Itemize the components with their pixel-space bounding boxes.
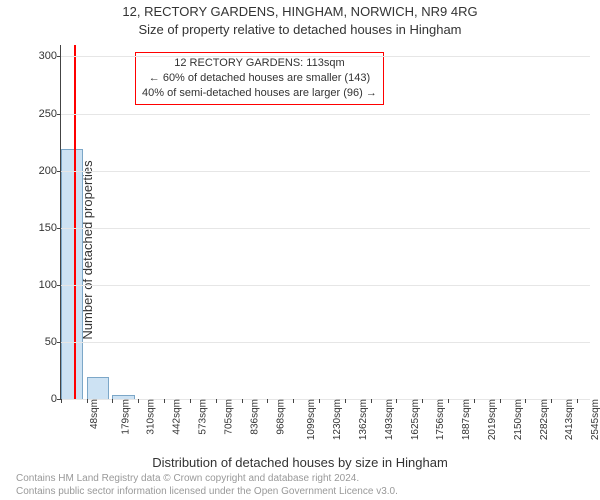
xtick-mark [190,399,191,403]
grid-line [61,285,590,286]
xtick-mark [525,399,526,403]
xtick-label: 1887sqm [461,397,472,440]
xtick-mark [61,399,62,403]
xtick-label: 2413sqm [565,397,576,440]
xtick-label: 2545sqm [590,397,600,440]
attribution-footer: Contains HM Land Registry data © Crown c… [16,473,594,498]
xtick-mark [551,399,552,403]
footer-line-2: Contains public sector information licen… [16,486,594,499]
xtick-label: 1230sqm [332,397,343,440]
xtick-mark [293,399,294,403]
xtick-label: 2282sqm [539,397,550,440]
x-axis-label: Distribution of detached houses by size … [0,455,600,470]
xtick-mark [267,399,268,403]
histogram-bar [61,149,83,399]
callout-box: 12 RECTORY GARDENS: 113sqm ← 60% of deta… [135,52,384,105]
xtick-mark [87,399,88,403]
xtick-mark [500,399,501,403]
ytick-label: 300 [39,50,61,62]
grid-line [61,399,590,400]
xtick-label: 1625sqm [410,397,421,440]
ytick-label: 150 [39,222,61,234]
chart-subtitle: Size of property relative to detached ho… [0,22,600,37]
plot-inner: 12 RECTORY GARDENS: 113sqm ← 60% of deta… [60,45,590,400]
xtick-label: 968sqm [275,397,286,435]
xtick-mark [112,399,113,403]
xtick-mark [138,399,139,403]
grid-line [61,56,590,57]
xtick-label: 48sqm [89,397,100,429]
xtick-label: 1756sqm [436,397,447,440]
xtick-label: 1099sqm [307,397,318,440]
xtick-mark [319,399,320,403]
chart-container: 12, RECTORY GARDENS, HINGHAM, NORWICH, N… [0,0,600,500]
ytick-label: 0 [51,393,61,405]
ytick-label: 50 [45,336,61,348]
xtick-mark [371,399,372,403]
xtick-mark [396,399,397,403]
xtick-label: 2019sqm [487,397,498,440]
xtick-label: 836sqm [249,397,260,435]
xtick-mark [216,399,217,403]
xtick-mark [474,399,475,403]
grid-line [61,342,590,343]
ytick-label: 250 [39,108,61,120]
xtick-label: 1362sqm [358,397,369,440]
callout-line-1: 12 RECTORY GARDENS: 113sqm [142,56,377,71]
xtick-mark [164,399,165,403]
ytick-label: 200 [39,165,61,177]
grid-line [61,228,590,229]
callout-line-2: ← 60% of detached houses are smaller (14… [142,71,377,86]
xtick-mark [345,399,346,403]
xtick-label: 310sqm [146,397,157,435]
ytick-label: 100 [39,279,61,291]
xtick-label: 705sqm [224,397,235,435]
xtick-mark [448,399,449,403]
property-marker-line [74,45,76,399]
xtick-label: 1493sqm [384,397,395,440]
xtick-label: 179sqm [120,397,131,435]
footer-line-1: Contains HM Land Registry data © Crown c… [16,473,594,486]
grid-line [61,171,590,172]
histogram-bar [87,377,109,399]
chart-title: 12, RECTORY GARDENS, HINGHAM, NORWICH, N… [0,4,600,19]
xtick-mark [242,399,243,403]
xtick-mark [422,399,423,403]
xtick-mark [577,399,578,403]
xtick-label: 442sqm [172,397,183,435]
xtick-label: 573sqm [198,397,209,435]
grid-line [61,114,590,115]
callout-line-3: 40% of semi-detached houses are larger (… [142,86,377,101]
plot-area: 12 RECTORY GARDENS: 113sqm ← 60% of deta… [60,45,590,400]
xtick-label: 2150sqm [513,397,524,440]
